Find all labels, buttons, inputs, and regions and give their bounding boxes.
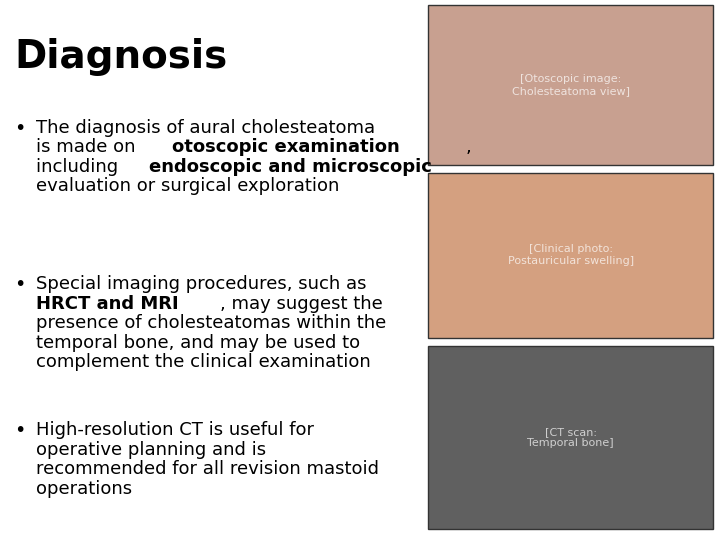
Text: operations: operations [36, 480, 132, 498]
Text: otoscopic examination: otoscopic examination [172, 138, 400, 156]
Text: •: • [14, 275, 26, 294]
Text: complement the clinical examination: complement the clinical examination [36, 353, 371, 372]
Text: •: • [14, 421, 26, 440]
Text: High-resolution CT is useful for: High-resolution CT is useful for [36, 421, 314, 439]
Text: Special imaging procedures, such as: Special imaging procedures, such as [36, 275, 366, 293]
Text: Diagnosis: Diagnosis [14, 38, 228, 76]
Bar [428, 346, 713, 529]
Text: operative planning and is: operative planning and is [36, 441, 266, 458]
Text: HRCT and MRI: HRCT and MRI [36, 295, 179, 313]
Bar [428, 5, 713, 165]
Text: [Clinical photo:
Postauricular swelling]: [Clinical photo: Postauricular swelling] [508, 244, 634, 266]
Text: endoscopic and microscopic: endoscopic and microscopic [149, 158, 432, 176]
Text: recommended for all revision mastoid: recommended for all revision mastoid [36, 460, 379, 478]
Text: [CT scan:
Temporal bone]: [CT scan: Temporal bone] [527, 427, 614, 448]
Text: The diagnosis of aural cholesteatoma: The diagnosis of aural cholesteatoma [36, 119, 375, 137]
Bar [428, 173, 713, 338]
Text: temporal bone, and may be used to: temporal bone, and may be used to [36, 334, 360, 352]
Text: evaluation or surgical exploration: evaluation or surgical exploration [36, 177, 339, 195]
Text: ,: , [466, 138, 472, 156]
Text: , may suggest the: , may suggest the [220, 295, 383, 313]
Text: presence of cholesteatomas within the: presence of cholesteatomas within the [36, 314, 386, 333]
Text: •: • [14, 119, 26, 138]
Text: [Otoscopic image:
Cholesteatoma view]: [Otoscopic image: Cholesteatoma view] [512, 75, 629, 96]
Text: is made on: is made on [36, 138, 141, 156]
Text: including: including [36, 158, 124, 176]
